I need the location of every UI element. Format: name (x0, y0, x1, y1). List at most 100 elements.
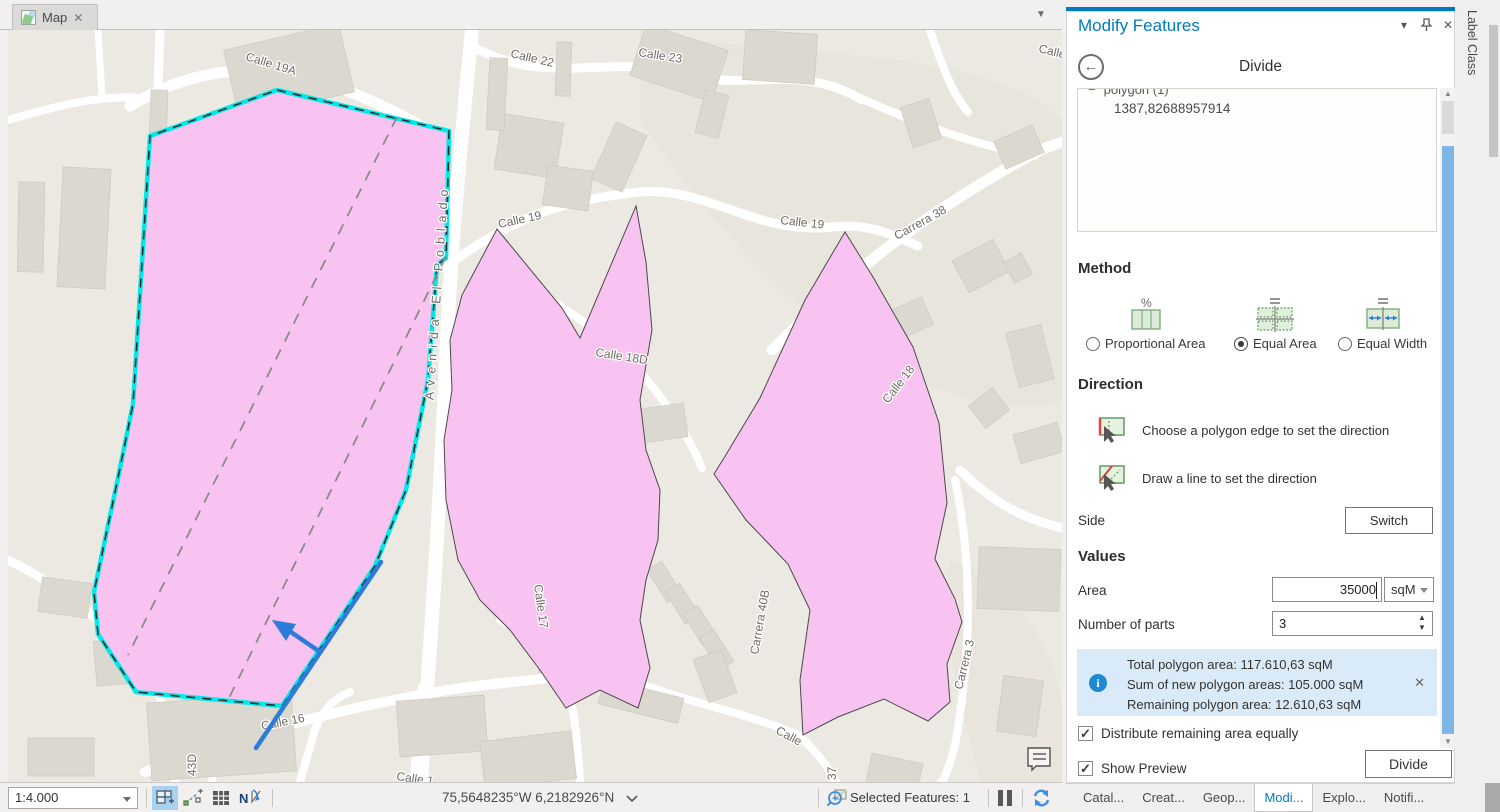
tabstrip-overflow-icon[interactable]: ▼ (1036, 9, 1046, 20)
total-area-line: Total polygon area: 117.610,63 sqM (1127, 657, 1333, 672)
divide-preview-lines (127, 116, 447, 701)
method-option-equal-area[interactable]: Equal Area (1234, 294, 1317, 351)
tab-catalog[interactable]: Catal... (1083, 790, 1125, 805)
parts-stepper[interactable]: ▲ ▼ (1418, 613, 1426, 632)
pane-tab-bar: Catal... Creat... Geop... Modi... Explo.… (1066, 783, 1455, 812)
svg-text:Calle 1: Calle 1 (396, 769, 435, 782)
tool-title: Divide (1238, 58, 1283, 75)
pane-title: Modify Features (1078, 16, 1200, 35)
svg-text:Calle 19: Calle 19 (497, 208, 543, 231)
direction-line (253, 559, 384, 751)
radio-equal-area[interactable] (1234, 336, 1248, 351)
svg-text:37: 37 (825, 766, 839, 780)
map-thumbnail-icon (21, 10, 36, 25)
divide-button[interactable]: Divide (1365, 750, 1452, 778)
values-heading: Values (1078, 548, 1126, 565)
pane-menu-chevron-icon[interactable]: ▾ (1400, 18, 1408, 32)
dismiss-info-icon[interactable]: ✕ (1414, 675, 1425, 690)
collapse-icon[interactable]: − (1088, 88, 1096, 97)
info-icon: i (1089, 674, 1107, 692)
tab-label-class[interactable]: Label Class (1465, 10, 1479, 76)
info-message-box: i Total polygon area: 117.610,63 sqM Sum… (1077, 649, 1437, 716)
polygon-edge-tool-icon (1096, 414, 1126, 447)
map-scale-combo[interactable]: 1:4.000 (8, 787, 138, 809)
tab-modify[interactable]: Modi... (1254, 784, 1314, 812)
right-edge-strip: Label Class (1455, 0, 1500, 812)
close-pane-icon[interactable]: ✕ (1442, 18, 1454, 32)
tab-map[interactable]: Map ✕ (12, 4, 98, 30)
vertical-scrollbar-thumb[interactable] (1489, 25, 1498, 157)
distribute-remaining-checkbox[interactable]: ✓ Distribute remaining area equally (1078, 726, 1298, 741)
radio-equal-width[interactable] (1338, 336, 1352, 351)
svg-text:Calle: Calle (1037, 41, 1062, 61)
coordinates-display[interactable]: 75,5648235°W 6,2182926°N (370, 790, 710, 805)
snapping-toggle-icon[interactable] (180, 786, 206, 810)
refresh-icon[interactable] (1028, 786, 1054, 810)
checkbox-checked-icon[interactable]: ✓ (1078, 761, 1093, 776)
active-pane-accent-bar (1066, 7, 1455, 11)
equal-width-icon (1338, 294, 1427, 332)
modify-features-pane: Modify Features ▾ ✕ ← Divide − polygon (… (1066, 0, 1456, 812)
switch-button[interactable]: Switch (1345, 507, 1433, 534)
tree-item-area-value[interactable]: 1387,82688957914 (1114, 101, 1231, 116)
equal-area-icon (1234, 294, 1317, 332)
tab-create[interactable]: Creat... (1142, 790, 1185, 805)
choose-edge-option[interactable]: Choose a polygon edge to set the directi… (1096, 412, 1436, 448)
draw-line-option[interactable]: Draw a line to set the direction (1096, 460, 1436, 496)
side-label: Side (1078, 513, 1106, 528)
close-tab-icon[interactable]: ✕ (73, 10, 84, 25)
back-button[interactable]: ← (1078, 54, 1104, 80)
number-of-parts-label: Number of parts (1078, 617, 1175, 632)
svg-text:N: N (239, 791, 248, 806)
svg-text:Calle 19: Calle 19 (780, 213, 826, 232)
map-tab-strip: Map ✕ ▼ (0, 0, 1062, 30)
remaining-area-line: Remaining polygon area: 12.610,63 sqM (1127, 697, 1362, 712)
pane-scrollbar[interactable]: ▲ ▼ (1440, 88, 1456, 748)
method-option-equal-width[interactable]: Equal Width (1338, 294, 1427, 351)
map-tab-label: Map (42, 10, 68, 25)
number-of-parts-input[interactable]: 3 (1272, 611, 1433, 636)
map-scale-value: 1:4.000 (15, 790, 59, 805)
map-template-grid-icon[interactable] (152, 786, 178, 810)
chevron-down-icon (626, 795, 638, 803)
show-preview-checkbox[interactable]: ✓ Show Preview (1078, 761, 1187, 776)
checkbox-checked-icon[interactable]: ✓ (1078, 726, 1093, 741)
area-label: Area (1078, 583, 1107, 598)
tab-notifications[interactable]: Notifi... (1383, 790, 1425, 805)
map-canvas[interactable]: Calle 19A Calle 22 Calle 23 Calle Avenid… (8, 30, 1062, 782)
draw-line-tool-icon (1096, 462, 1126, 495)
feature-polygon-middle[interactable] (443, 204, 661, 709)
chevron-down-icon (1420, 588, 1428, 593)
svg-text:43D: 43D (185, 754, 199, 776)
area-unit-dropdown[interactable]: sqM (1384, 577, 1434, 602)
direction-heading: Direction (1078, 376, 1144, 393)
scroll-down-icon[interactable]: ▼ (1444, 737, 1452, 746)
svg-text:%: % (1141, 296, 1152, 310)
tree-item-polygon[interactable]: − polygon (1) (1078, 88, 1436, 97)
svg-text:Calle: Calle (774, 723, 805, 748)
method-heading: Method (1078, 260, 1132, 277)
sum-area-line: Sum of new polygon areas: 105.000 sqM (1127, 677, 1364, 692)
zoom-to-selection-icon[interactable] (824, 786, 850, 810)
north-arrow-icon[interactable]: N (236, 786, 266, 810)
method-option-proportional-area[interactable]: % Proportional Area (1086, 294, 1205, 351)
tab-explore[interactable]: Explo... (1322, 790, 1366, 805)
selected-feature-polygon[interactable] (91, 87, 452, 709)
feature-tree-list[interactable]: − polygon (1) 1387,82688957914 (1077, 88, 1437, 232)
chevron-down-icon (123, 797, 131, 802)
attribute-table-icon[interactable] (208, 786, 234, 810)
proportional-area-icon: % (1086, 294, 1205, 332)
pin-icon[interactable] (1418, 18, 1434, 34)
feature-polygon-right[interactable] (713, 231, 963, 736)
map-note-icon[interactable] (1027, 747, 1051, 772)
method-options: % Proportional Area (1066, 294, 1432, 358)
scroll-up-icon[interactable]: ▲ (1444, 89, 1452, 98)
radio-proportional-area[interactable] (1086, 336, 1100, 351)
corner-block (1485, 783, 1500, 812)
area-input[interactable]: 35000 (1272, 577, 1382, 602)
scrollbar-thumb[interactable] (1442, 146, 1454, 734)
tab-geoprocessing[interactable]: Geop... (1202, 790, 1246, 805)
svg-text:Carrera 40B: Carrera 40B (747, 589, 772, 656)
pause-drawing-icon[interactable] (998, 790, 1016, 806)
selected-features-status[interactable]: Selected Features: 1 (850, 790, 970, 805)
